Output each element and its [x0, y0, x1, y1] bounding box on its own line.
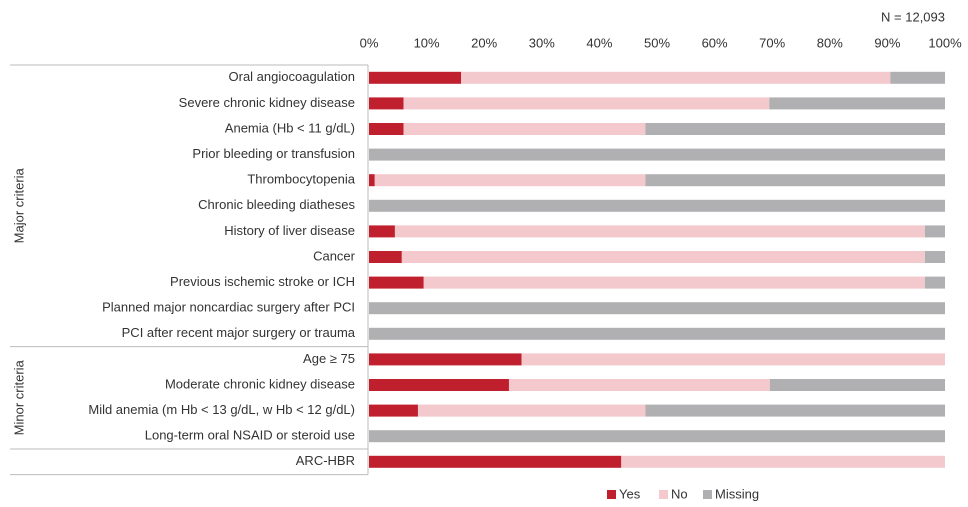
- bar-segment: [423, 276, 925, 289]
- legend-swatch: [703, 490, 712, 499]
- bar-segment: [621, 455, 945, 468]
- y-tick-label: Planned major noncardiac surgery after P…: [102, 300, 355, 315]
- x-tick-label: 80%: [817, 35, 843, 50]
- bar-segment: [369, 327, 945, 340]
- x-tick-label: 90%: [874, 35, 900, 50]
- y-tick-label: Severe chronic kidney disease: [179, 95, 355, 110]
- legend-label: No: [671, 486, 688, 501]
- bar-segment: [403, 123, 646, 135]
- bar-segment: [369, 123, 404, 135]
- y-tick-label: Age ≥ 75: [303, 351, 355, 366]
- bar-segment: [417, 404, 646, 417]
- y-tick-label: Cancer: [313, 248, 356, 263]
- y-tick-label: Thrombocytopenia: [247, 172, 355, 187]
- annotation: N = 12,093: [881, 9, 945, 24]
- bar-segment: [924, 276, 945, 289]
- bar-segment: [769, 97, 945, 110]
- bar-segment: [369, 97, 404, 110]
- x-tick-label: 20%: [471, 35, 497, 50]
- bar-segment: [369, 174, 375, 187]
- bar-segment: [403, 97, 770, 110]
- y-tick-label: PCI after recent major surgery or trauma: [122, 325, 356, 340]
- x-tick-label: 60%: [702, 35, 728, 50]
- y-tick-label: Long-term oral NSAID or steroid use: [145, 428, 355, 443]
- x-tick-label: 0%: [360, 35, 379, 50]
- bar-segment: [645, 174, 945, 187]
- bar-segment: [369, 71, 462, 84]
- bar-segment: [924, 225, 945, 238]
- x-tick-label: 50%: [644, 35, 670, 50]
- legend-swatch: [607, 490, 616, 499]
- legend-label: Missing: [715, 486, 759, 501]
- group-label: Major criteria: [11, 167, 26, 243]
- bar-segment: [769, 379, 945, 391]
- y-tick-label: Mild anemia (m Hb < 13 g/dL, w Hb < 12 g…: [88, 402, 355, 417]
- y-tick-label: Oral angiocoagulation: [229, 69, 355, 84]
- bar-segment: [461, 71, 891, 84]
- bar-segment: [369, 148, 945, 161]
- bar-segment: [369, 276, 424, 289]
- bar-segment: [369, 353, 522, 366]
- bar-segment: [369, 455, 622, 468]
- legend-swatch: [659, 490, 668, 499]
- y-tick-label: Anemia (Hb < 11 g/dL): [225, 120, 355, 135]
- bar-segment: [369, 302, 945, 315]
- y-tick-label: Moderate chronic kidney disease: [165, 376, 355, 391]
- bar-segment: [369, 199, 945, 212]
- bar-segment: [645, 404, 945, 417]
- bar-segment: [369, 430, 945, 443]
- bar-segment: [508, 379, 770, 391]
- bar-segment: [401, 251, 925, 263]
- group-label: Minor criteria: [11, 359, 26, 435]
- bar-segment: [890, 71, 945, 84]
- legend-label: Yes: [619, 486, 641, 501]
- x-tick-label: 30%: [529, 35, 555, 50]
- bar-segment: [521, 353, 945, 366]
- y-tick-label: Chronic bleeding diatheses: [198, 197, 355, 212]
- bar-segment: [645, 123, 945, 135]
- bar-segment: [369, 251, 402, 263]
- x-tick-label: 10%: [414, 35, 440, 50]
- bar-segment: [374, 174, 646, 187]
- bar-segment: [369, 379, 509, 391]
- bar-segment: [394, 225, 925, 238]
- bar-segment: [924, 251, 945, 263]
- bar-segment: [369, 225, 395, 238]
- bar-segment: [369, 404, 418, 417]
- x-tick-label: 100%: [928, 35, 962, 50]
- x-tick-label: 70%: [759, 35, 785, 50]
- y-tick-label: Prior bleeding or transfusion: [192, 146, 355, 161]
- x-tick-label: 40%: [586, 35, 612, 50]
- y-tick-label: Previous ischemic stroke or ICH: [170, 274, 355, 289]
- y-tick-label: History of liver disease: [224, 223, 355, 238]
- y-tick-label: ARC-HBR: [296, 453, 355, 468]
